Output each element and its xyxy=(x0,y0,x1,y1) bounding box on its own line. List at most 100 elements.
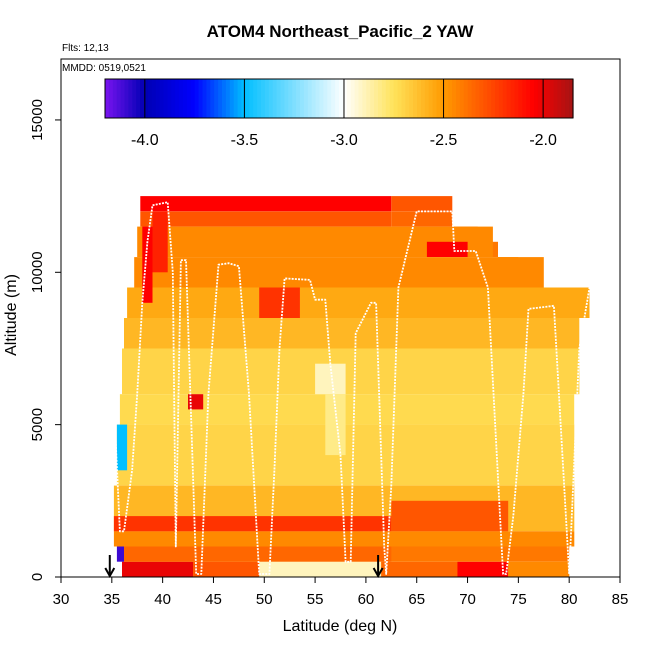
colorbar-swatch xyxy=(354,79,360,118)
colorbar-swatch xyxy=(229,79,235,118)
arrow-layer xyxy=(104,555,384,579)
x-tick-label: 75 xyxy=(510,591,527,608)
colorbar-frame xyxy=(104,78,574,119)
heatmap-cell xyxy=(259,287,300,318)
colorbar-tick-label: -2.5 xyxy=(430,132,458,149)
colorbar-swatch xyxy=(218,79,223,118)
heatmap-cell xyxy=(426,241,468,257)
colorbar-swatch xyxy=(463,79,469,118)
colorbar-swatch xyxy=(140,79,145,118)
y-axis-label: Altitude (m) xyxy=(3,274,20,356)
heatmap-cell xyxy=(134,257,544,288)
colorbar-swatch xyxy=(444,79,449,118)
colorbar-swatch xyxy=(245,79,250,118)
colorbar-swatch xyxy=(331,79,336,118)
heatmap-cell xyxy=(122,561,194,577)
colorbar-swatch xyxy=(280,79,285,118)
heatmap-cell xyxy=(457,561,509,577)
colorbar-swatch xyxy=(495,79,500,118)
colorbar-swatch xyxy=(276,79,282,118)
colorbar-swatch xyxy=(233,79,239,118)
colorbar-swatch xyxy=(151,79,157,118)
x-tick-label: 55 xyxy=(307,591,324,608)
colorbar-swatch xyxy=(459,79,465,118)
colorbar-swatch xyxy=(307,79,313,118)
y-axis: 0 5000 10000 15000 xyxy=(29,99,61,581)
colorbar-swatch xyxy=(378,79,383,118)
colorbar-swatch xyxy=(249,79,254,118)
x-tick-label: 70 xyxy=(459,591,476,608)
heatmap-cell xyxy=(508,561,570,577)
colorbar-swatch xyxy=(300,79,305,118)
colorbar-swatch xyxy=(155,79,161,118)
colorbar-swatch xyxy=(112,79,118,118)
colorbar-swatch xyxy=(132,79,137,118)
y-tick-label: 5000 xyxy=(29,408,46,441)
heatmap-cell xyxy=(391,211,453,227)
heatmap-cell xyxy=(381,561,458,577)
colorbar-swatch xyxy=(479,79,484,118)
colorbar-swatch xyxy=(362,79,367,118)
colorbar-tick-label: -2.0 xyxy=(529,132,557,149)
x-tick-label: 35 xyxy=(103,591,120,608)
colorbar-swatch xyxy=(413,79,418,118)
colorbar-swatch xyxy=(108,79,114,118)
x-tick-label: 85 xyxy=(612,591,629,608)
colorbar-swatch xyxy=(346,79,352,118)
colorbar-swatch xyxy=(456,79,461,118)
flights-label: Flts: 12,13 xyxy=(62,43,109,54)
heatmap-cell xyxy=(116,546,124,562)
mmdd-label: MMDD: 0519,0521 xyxy=(62,63,146,74)
colorbar-swatch xyxy=(198,79,204,118)
x-tick-label: 50 xyxy=(256,591,273,608)
colorbar-swatch xyxy=(303,79,309,118)
colorbar-swatch xyxy=(214,79,219,118)
colorbar-swatch xyxy=(436,79,441,118)
heatmap-cell xyxy=(142,226,153,303)
colorbar-tick-label: -3.0 xyxy=(330,132,358,149)
colorbar-swatch xyxy=(116,79,122,118)
heatmap-cell xyxy=(122,546,392,562)
colorbar-swatch xyxy=(175,79,180,118)
heatmap-cell xyxy=(325,394,346,456)
flight-track-line xyxy=(114,201,591,575)
heatmap-cell xyxy=(193,561,265,577)
colorbar-swatch xyxy=(417,79,422,118)
colorbar-swatch xyxy=(370,79,375,118)
colorbar-swatch xyxy=(428,79,434,118)
heatmap-cell xyxy=(391,500,509,532)
colorbar-swatch xyxy=(147,79,153,118)
colorbar-swatch xyxy=(541,79,547,118)
colorbar-swatch xyxy=(381,79,387,118)
heatmap-cell xyxy=(152,211,168,273)
altitude-arrow xyxy=(104,555,116,579)
x-tick-label: 45 xyxy=(205,591,222,608)
heatmap-cell xyxy=(113,516,392,532)
colorbar-swatch xyxy=(268,79,274,118)
colorbar-swatch xyxy=(284,79,289,118)
colorbar-swatch xyxy=(190,79,196,118)
colorbar-swatch xyxy=(393,79,399,118)
colorbar-swatch xyxy=(483,79,488,118)
colorbar-swatch xyxy=(534,79,539,118)
colorbar-swatch xyxy=(136,79,141,118)
y-tick-label: 0 xyxy=(29,573,46,581)
colorbar-swatch xyxy=(549,79,555,118)
colorbar-swatch xyxy=(124,79,129,118)
colorbar-swatch xyxy=(120,79,126,118)
colorbar-swatch xyxy=(194,79,200,118)
colorbar-swatch xyxy=(350,79,356,118)
colorbar-swatch xyxy=(522,79,527,118)
colorbar-swatch xyxy=(272,79,278,118)
colorbar-swatch xyxy=(366,79,371,118)
colorbar-swatch xyxy=(311,79,317,118)
colorbar-swatch xyxy=(319,79,324,118)
colorbar-swatch xyxy=(167,79,172,118)
colorbar-swatch xyxy=(471,79,477,118)
colorbar-swatch xyxy=(553,79,558,118)
colorbar-swatch xyxy=(296,79,301,118)
colorbar-swatch xyxy=(210,79,215,118)
colorbar-swatch xyxy=(420,79,426,118)
colorbar-swatch xyxy=(374,79,379,118)
